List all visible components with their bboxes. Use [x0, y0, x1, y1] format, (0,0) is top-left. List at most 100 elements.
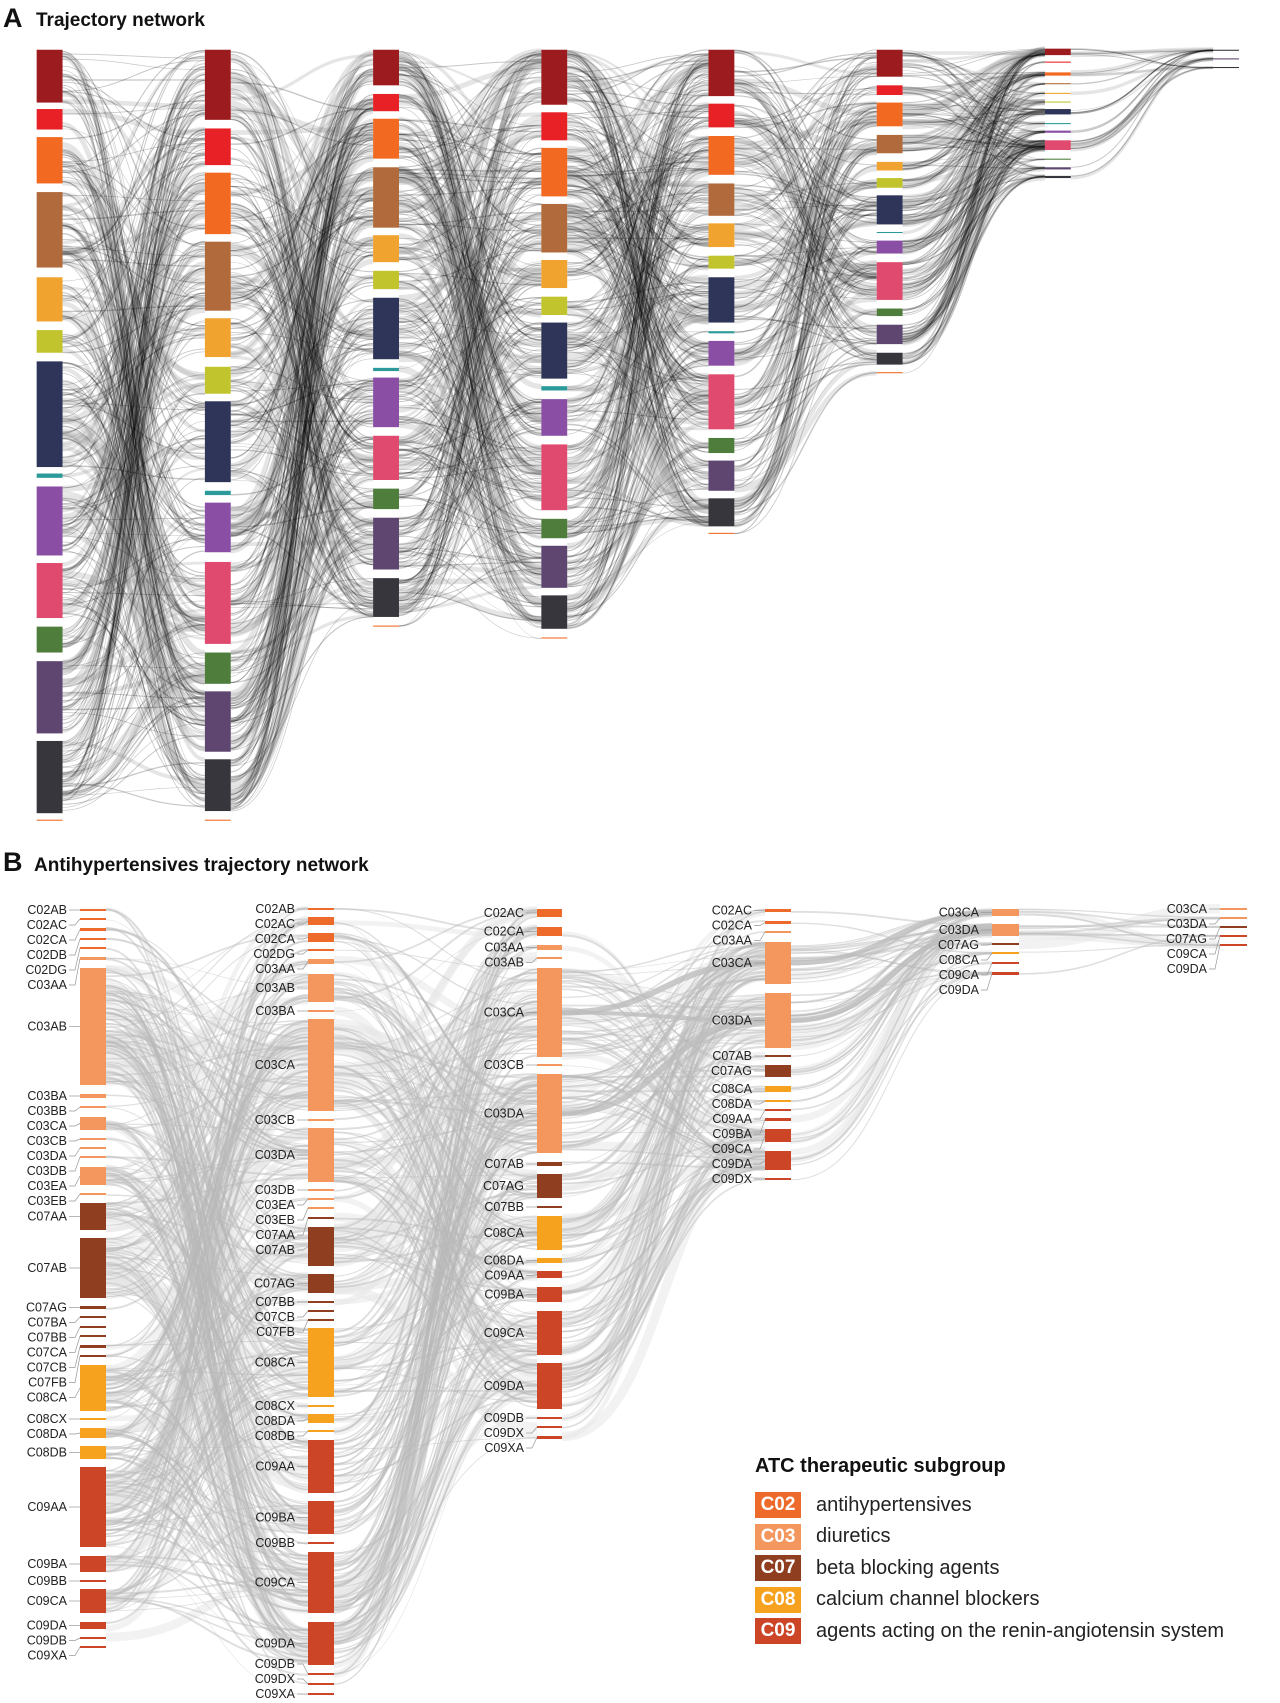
flow-link: [62, 248, 205, 433]
flow-link: [902, 145, 1045, 242]
flow-band: [734, 149, 877, 429]
atc-node-label: C03BA: [255, 1004, 295, 1018]
flow-band: [230, 70, 374, 291]
flow-band: [734, 261, 877, 448]
flow-band: [230, 258, 374, 606]
flow-link: [230, 68, 374, 700]
flow-link: [567, 62, 709, 115]
flow-band: [62, 142, 206, 656]
trajectory-node: [541, 518, 568, 539]
flow-link: [398, 100, 542, 235]
flow-link: [62, 499, 205, 795]
flow-link: [62, 161, 205, 396]
flow-link: [230, 345, 374, 613]
flow-link: [902, 145, 1045, 310]
flow-link: [902, 175, 1045, 330]
flow-link: [734, 120, 877, 224]
flow-band: [567, 64, 709, 175]
flow-link: [62, 287, 205, 571]
flow-link: [902, 106, 1045, 148]
flow-link: [902, 130, 1045, 355]
flow-band: [230, 505, 374, 566]
flow-band: [567, 421, 709, 619]
flow-band: [398, 177, 542, 461]
flow-link: [902, 140, 1045, 316]
atc-node-c07ab: [308, 1227, 334, 1266]
flow-link: [62, 58, 205, 70]
flow-link: [230, 470, 374, 536]
flow-link: [567, 133, 709, 353]
flow-band: [734, 150, 877, 296]
flow-link: [230, 116, 374, 211]
flow-band: [902, 50, 1045, 295]
flow-band: [230, 195, 374, 437]
flow-band: [398, 66, 542, 424]
flow-link: [230, 478, 374, 781]
flow-link: [734, 51, 877, 147]
flow-band: [398, 58, 542, 601]
flow-band: [734, 118, 877, 149]
flow-link: [567, 120, 709, 408]
flow-link: [230, 543, 374, 778]
flow-link: [62, 325, 205, 718]
flow-band: [902, 47, 1045, 235]
flow-link: [734, 75, 877, 84]
flow-link: [105, 1040, 309, 1648]
flow-link: [398, 176, 542, 184]
flow-link: [567, 410, 709, 577]
flow-link: [567, 149, 709, 491]
flow-link: [62, 295, 205, 508]
flow-link: [567, 283, 709, 601]
flow-band: [567, 318, 709, 374]
atc-node-c09ba: [80, 1556, 106, 1572]
flow-link: [398, 446, 542, 474]
trajectory-node: [204, 759, 231, 812]
flow-band: [230, 287, 374, 556]
flow-link: [734, 83, 877, 220]
flow-link: [902, 146, 1045, 198]
atc-node-label: C03AB: [484, 956, 524, 970]
flow-band: [398, 329, 542, 360]
trajectory-node: [36, 486, 63, 556]
flow-band: [567, 189, 709, 277]
flow-link: [398, 187, 542, 196]
atc-node-label: C07FB: [256, 1325, 295, 1339]
flow-band: [62, 112, 206, 698]
flow-band: [230, 472, 374, 617]
flow-band: [902, 98, 1045, 130]
flow-link: [62, 128, 205, 258]
flow-link: [230, 210, 374, 303]
flow-band: [62, 55, 205, 208]
flow-link: [230, 517, 374, 751]
trajectory-node: [708, 103, 735, 128]
flow-link: [62, 702, 205, 773]
flow-band: [398, 114, 542, 442]
flow-link: [230, 548, 374, 659]
flow-link: [567, 129, 709, 171]
flow-link: [734, 244, 877, 427]
trajectory-node: [373, 93, 399, 112]
flow-link: [734, 209, 877, 291]
flow-link: [567, 167, 709, 173]
flow-link: [62, 262, 205, 807]
flow-band: [734, 165, 877, 408]
flow-link: [734, 342, 877, 472]
flow-link: [734, 75, 877, 308]
flow-band: [567, 418, 709, 431]
flow-link: [567, 130, 709, 449]
flow-link: [398, 440, 542, 495]
label-leader-line: [754, 922, 766, 926]
atc-node-c03da: [1220, 917, 1247, 919]
flow-link: [230, 527, 374, 812]
flow-band: [230, 220, 374, 748]
flow-link: [62, 254, 205, 337]
flow-link: [902, 54, 1045, 111]
flow-band: [398, 116, 542, 436]
flow-link: [62, 63, 205, 476]
flow-link: [902, 130, 1045, 152]
flow-band: [567, 393, 709, 588]
flow-link: [567, 115, 709, 414]
atc-node-label: C08DA: [484, 1254, 525, 1268]
flow-link: [398, 311, 542, 491]
flow-link: [902, 175, 1045, 335]
